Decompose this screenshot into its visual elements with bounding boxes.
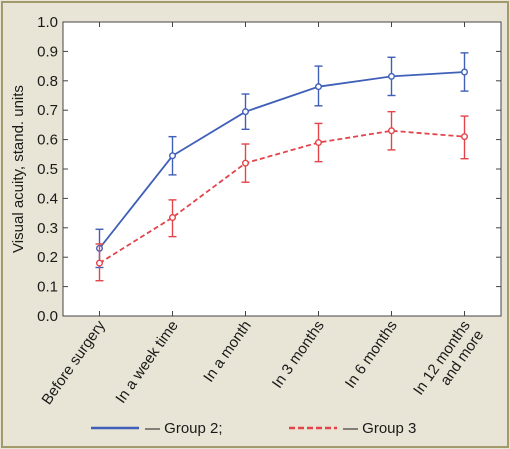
data-point (388, 72, 396, 80)
series-line (98, 71, 465, 249)
y-tick-label: 0.8 (37, 73, 58, 90)
y-tick-label: 0.7 (37, 102, 58, 119)
series-layer (95, 52, 469, 282)
x-tick-label: In 12 monthsand more (410, 318, 487, 408)
y-tick-label: 0.9 (37, 43, 58, 60)
data-point (315, 83, 323, 91)
data-point (315, 139, 323, 147)
y-tick-label: 0.5 (37, 161, 58, 178)
data-point (461, 68, 469, 76)
x-tick-label: Before surgery (38, 317, 109, 408)
y-tick-label: 1.0 (37, 14, 58, 31)
y-tick-label: 0.1 (37, 279, 58, 296)
x-tick-label: In 3 months (269, 318, 328, 392)
y-tick-label: 0.3 (37, 220, 58, 237)
y-tick-label: 0.6 (37, 132, 58, 149)
series-2 (95, 110, 469, 282)
x-tick-label: In 6 months (342, 318, 401, 392)
data-point (168, 214, 176, 222)
line-chart: 0.0 0.1 0.2 0.3 0.4 0.5 0.6 0.7 0.8 0.9 1.0 Before… (10, 14, 502, 437)
data-point (95, 259, 103, 267)
y-axis-title: Visual acuity, stand. units (10, 85, 27, 253)
legend-label: — Group 2; (145, 420, 223, 437)
data-point (461, 133, 469, 141)
x-tick-label: In a month (200, 318, 255, 386)
series-1 (95, 52, 469, 269)
series-line (99, 129, 465, 264)
data-point (168, 152, 176, 160)
y-axis: 0.0 0.1 0.2 0.3 0.4 0.5 0.6 0.7 0.8 0.9 1.0 (37, 14, 501, 325)
legend-label: — Group 3 (343, 420, 416, 437)
data-point (388, 127, 396, 135)
y-tick-label: 0.0 (37, 308, 58, 325)
data-point (241, 159, 249, 167)
legend: — Group 2; — Group 3 (91, 420, 416, 437)
plot-area (62, 21, 502, 317)
data-point (241, 108, 249, 116)
x-tick-label: In a week time (112, 318, 181, 407)
y-tick-label: 0.4 (37, 190, 58, 207)
y-tick-label: 0.2 (37, 249, 58, 266)
